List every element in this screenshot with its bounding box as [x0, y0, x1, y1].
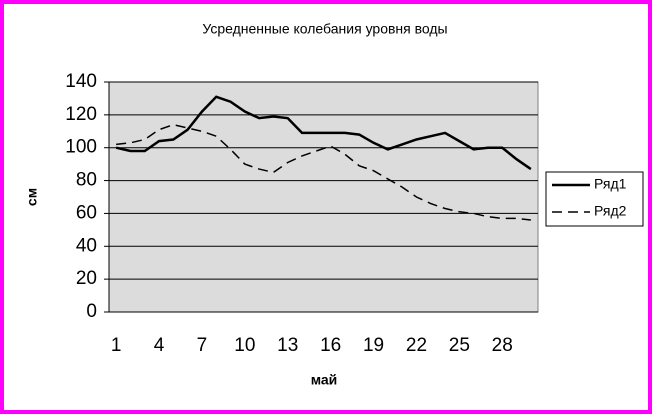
x-tick-label: 10 [234, 335, 255, 356]
x-tick-label: 7 [197, 335, 208, 356]
x-tick-label: 13 [277, 335, 298, 356]
y-tick-label: 80 [76, 170, 97, 191]
x-tick-label: 28 [492, 335, 513, 356]
y-tick-label: 140 [65, 71, 97, 92]
x-tick-label: 19 [363, 335, 384, 356]
y-tick-label: 20 [76, 268, 97, 289]
series-line [116, 123, 531, 221]
y-tick-label: 100 [65, 137, 97, 158]
x-axis-label: май [311, 372, 338, 388]
chart-title: Усредненные колебания уровня воды [202, 21, 447, 37]
y-tick-label: 60 [76, 202, 97, 223]
x-tick-label: 16 [320, 335, 341, 356]
x-tick-label: 4 [154, 335, 165, 356]
x-tick-label: 25 [449, 335, 470, 356]
y-axis-label: см [24, 188, 40, 206]
y-tick-label: 40 [76, 235, 97, 256]
y-tick-label: 0 [86, 301, 97, 322]
legend-box [545, 171, 644, 227]
x-tick-label: 1 [111, 335, 122, 356]
legend-label: Ряд2 [594, 203, 627, 219]
y-tick-label: 120 [65, 104, 97, 125]
x-tick-label: 22 [406, 335, 427, 356]
legend-label: Ряд1 [594, 176, 627, 192]
plot-area [108, 81, 539, 313]
series-line [115, 95, 532, 171]
